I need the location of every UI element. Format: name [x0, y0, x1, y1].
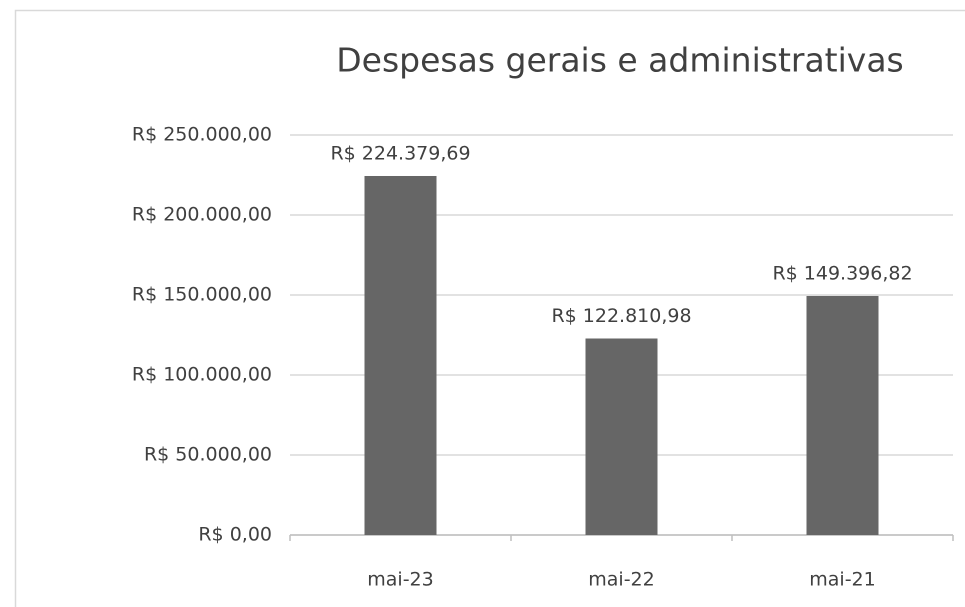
- data-label: R$ 149.396,82: [772, 262, 912, 284]
- chart-border: [14, 9, 965, 607]
- data-label: R$ 122.810,98: [551, 305, 691, 327]
- x-tick-label: mai-22: [588, 569, 654, 591]
- y-tick-label: R$ 50.000,00: [144, 444, 272, 466]
- chart-title: Despesas gerais e administrativas: [336, 41, 903, 80]
- y-tick-label: R$ 200.000,00: [132, 204, 272, 226]
- data-label: R$ 224.379,69: [330, 142, 470, 164]
- x-tick-label: mai-21: [809, 569, 875, 591]
- y-tick-label: R$ 0,00: [198, 524, 272, 546]
- y-tick-label: R$ 150.000,00: [132, 284, 272, 306]
- bar: [364, 175, 437, 535]
- x-tick-label: mai-23: [367, 569, 433, 591]
- bar: [585, 338, 658, 535]
- y-tick-label: R$ 250.000,00: [132, 124, 272, 146]
- y-tick-label: R$ 100.000,00: [132, 364, 272, 386]
- bar: [806, 295, 879, 535]
